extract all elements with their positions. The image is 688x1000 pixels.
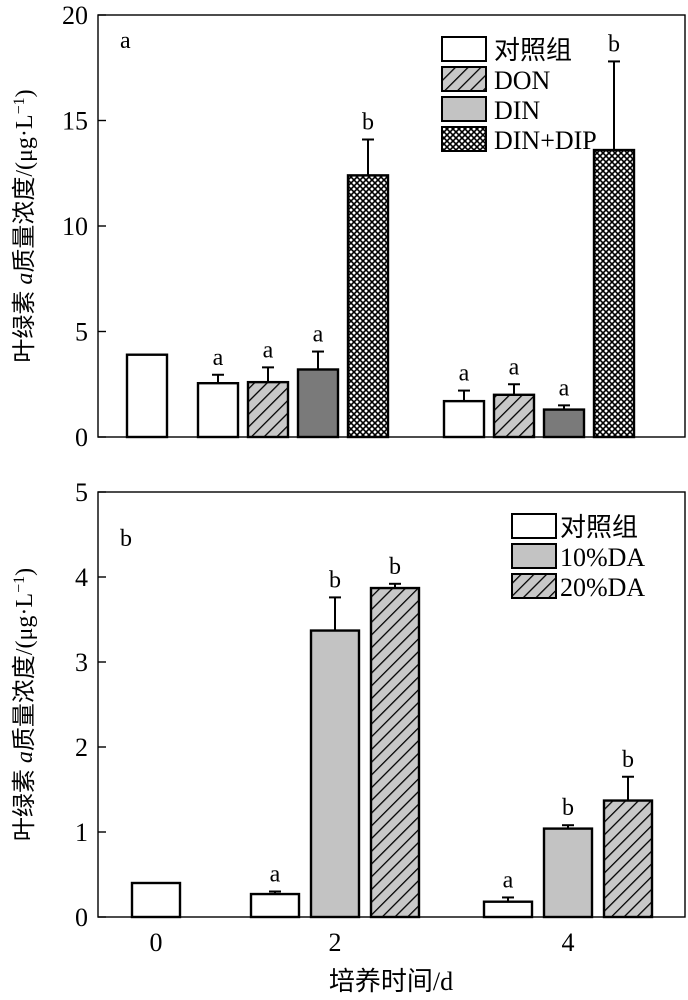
- bar: [246, 380, 290, 439]
- significance-label: b: [362, 109, 374, 135]
- y-axis-label-sup: −1: [11, 576, 28, 593]
- significance-label: a: [559, 375, 570, 401]
- bar: [592, 148, 636, 439]
- legend-label: DON: [494, 66, 551, 95]
- y-tick-label: 0: [75, 423, 88, 452]
- y-tick-label: 5: [75, 318, 88, 347]
- y-tick-label: 15: [62, 107, 88, 136]
- significance-label: a: [263, 337, 274, 363]
- significance-label: b: [389, 554, 401, 580]
- y-tick-label: 4: [75, 563, 88, 592]
- significance-label: a: [213, 345, 224, 371]
- significance-label: b: [329, 567, 341, 593]
- legend-label: 10%DA: [560, 543, 645, 572]
- y-axis-label-suffix: 质量浓度/(μg·L: [11, 593, 38, 751]
- y-tick-label: 5: [75, 478, 88, 507]
- x-axis-label: 培养时间/d: [329, 967, 453, 996]
- y-axis-label-close: ): [12, 568, 38, 576]
- legend-swatch: [441, 126, 487, 152]
- x-tick-label: 4: [562, 928, 575, 957]
- bar: [542, 408, 586, 439]
- y-tick-label: 10: [62, 212, 88, 241]
- y-axis-label-italic: a: [12, 273, 38, 285]
- legend-swatch: [511, 513, 557, 539]
- bar: [602, 799, 654, 919]
- y-axis-label-close: ): [12, 89, 38, 97]
- bar: [125, 353, 169, 439]
- y-tick-label: 20: [62, 1, 88, 30]
- y-axis-label-sup: −1: [11, 97, 28, 114]
- significance-label: a: [313, 322, 324, 348]
- y-axis-label-prefix: 叶绿素: [11, 285, 38, 363]
- bar: [130, 881, 182, 919]
- y-axis-label-italic: a: [12, 751, 38, 763]
- legend-swatch: [441, 66, 487, 92]
- significance-label: a: [509, 354, 520, 380]
- bar: [309, 629, 361, 919]
- legend-swatch: [441, 36, 487, 62]
- bar: [542, 827, 594, 919]
- bar: [442, 399, 486, 439]
- legend-label: 对照组: [494, 36, 572, 65]
- bar: [482, 900, 534, 919]
- bar: [369, 586, 421, 919]
- legend-label: 20%DA: [560, 573, 645, 602]
- panel-letter: b: [120, 526, 132, 552]
- y-axis-label: 叶绿素 a质量浓度/(μg·L−1): [11, 89, 39, 362]
- legend-swatch: [511, 543, 557, 569]
- bar: [196, 381, 240, 439]
- bar: [492, 393, 536, 439]
- panel-letter: a: [120, 28, 131, 54]
- y-tick-label: 1: [75, 818, 88, 847]
- significance-label: b: [608, 31, 620, 57]
- bar: [249, 892, 301, 919]
- y-axis-label: 叶绿素 a质量浓度/(μg·L−1): [11, 568, 39, 841]
- legend-label: DIN+DIP: [494, 126, 597, 155]
- significance-label: a: [459, 361, 470, 387]
- significance-label: a: [270, 862, 281, 888]
- legend-swatch: [511, 573, 557, 599]
- significance-label: a: [503, 867, 514, 893]
- x-tick-label: 0: [150, 928, 163, 957]
- legend-label: DIN: [494, 96, 540, 125]
- y-tick-label: 0: [75, 903, 88, 932]
- significance-label: b: [562, 795, 574, 821]
- y-tick-label: 3: [75, 648, 88, 677]
- significance-label: b: [622, 747, 634, 773]
- bar: [346, 174, 390, 439]
- legend-label: 对照组: [560, 513, 638, 542]
- y-tick-label: 2: [75, 733, 88, 762]
- legend-swatch: [441, 96, 487, 122]
- bar: [296, 368, 340, 439]
- y-axis-label-prefix: 叶绿素: [11, 763, 38, 841]
- x-tick-label: 2: [329, 928, 342, 957]
- y-axis-label-suffix: 质量浓度/(μg·L: [11, 114, 38, 272]
